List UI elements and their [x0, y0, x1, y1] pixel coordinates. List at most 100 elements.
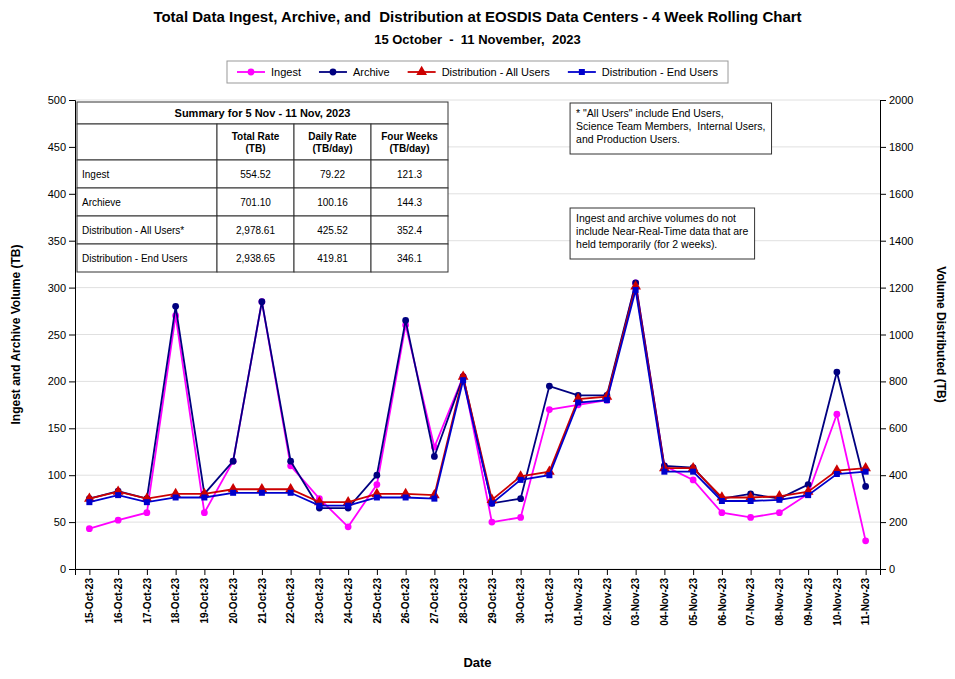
- y2-tick-label: 1000: [889, 329, 913, 341]
- x-tick-label: 25-Oct-23: [372, 578, 383, 624]
- x-tick-mark: [434, 569, 435, 575]
- grid: [75, 100, 880, 569]
- y-tick-mark: [69, 475, 75, 476]
- x-tick-mark: [521, 569, 522, 575]
- series-marker: [488, 519, 495, 526]
- series-marker: [374, 494, 380, 500]
- y2-tick-label: 800: [889, 375, 907, 387]
- grid-line: [75, 522, 880, 523]
- x-tick: 01-Nov-23: [573, 569, 584, 626]
- series-marker: [834, 471, 840, 477]
- table-value: 79.22: [320, 169, 345, 180]
- x-tick: 19-Oct-23: [199, 569, 210, 624]
- table-header-cell: [217, 124, 294, 160]
- series-marker: [115, 517, 122, 524]
- table-value: 100.16: [317, 197, 348, 208]
- x-tick: 30-Oct-23: [515, 569, 526, 624]
- annotation-box: [570, 103, 771, 154]
- y-axis-title: Ingest and Archive Volume (TB): [9, 244, 23, 424]
- series-marker: [258, 298, 265, 305]
- x-tick-label: 21-Oct-23: [257, 578, 268, 624]
- y-tick-mark: [69, 569, 75, 570]
- y2-axis: 0200400600800100012001400160018002000: [880, 94, 913, 575]
- x-tick-label: 08-Nov-23: [774, 578, 785, 626]
- x-tick-mark: [636, 569, 637, 575]
- series-marker: [719, 498, 725, 504]
- x-tick-mark: [607, 569, 608, 575]
- series-marker: [833, 369, 840, 376]
- table-value: 425.52: [317, 225, 348, 236]
- series-marker: [86, 525, 93, 532]
- y2-tick: 400: [880, 469, 907, 481]
- x-tick-label: 28-Oct-23: [458, 578, 469, 624]
- x-tick-label: 07-Nov-23: [745, 578, 756, 626]
- y-tick: 50: [54, 516, 75, 528]
- y-tick: 200: [48, 375, 75, 387]
- y2-tick: 2000: [880, 94, 913, 106]
- series-marker: [143, 509, 150, 516]
- x-tick-label: 23-Oct-23: [314, 578, 325, 624]
- x-tick-mark: [492, 569, 493, 575]
- series-marker: [403, 494, 409, 500]
- table-cell: [77, 244, 217, 272]
- table-cell: [77, 188, 217, 216]
- y-tick-mark: [69, 428, 75, 429]
- table-value: 2,978.61: [236, 225, 275, 236]
- y2-tick: 600: [880, 422, 907, 434]
- x-tick: 15-Oct-23: [84, 569, 95, 624]
- legend-label: Ingest: [271, 66, 301, 78]
- x-tick: 21-Oct-23: [257, 569, 268, 624]
- x-tick: 10-Nov-23: [832, 569, 843, 626]
- x-tick-label: 30-Oct-23: [515, 578, 526, 624]
- x-tick-mark: [406, 569, 407, 575]
- series-marker: [661, 469, 667, 475]
- table-title: Summary for 5 Nov - 11 Nov, 2023: [175, 107, 351, 119]
- y2-tick-label: 1400: [889, 235, 913, 247]
- x-tick: 03-Nov-23: [630, 569, 641, 626]
- y2-tick-label: 2000: [889, 94, 913, 106]
- series-marker: [230, 458, 237, 465]
- subtitle: 15 October - 11 November, 2023: [374, 32, 581, 47]
- y2-tick: 1000: [880, 329, 913, 341]
- y2-tick-mark: [880, 381, 886, 382]
- x-tick-label: 26-Oct-23: [400, 578, 411, 624]
- series-marker: [288, 490, 294, 496]
- table-cell: [77, 160, 217, 188]
- y2-tick: 1200: [880, 282, 913, 294]
- y-tick-mark: [69, 241, 75, 242]
- series-marker: [518, 477, 524, 483]
- y-tick-label: 500: [48, 94, 66, 106]
- x-tick: 07-Nov-23: [745, 569, 756, 626]
- x-tick-label: 01-Nov-23: [573, 578, 584, 626]
- y-tick-mark: [69, 100, 75, 101]
- series-marker: [316, 503, 322, 509]
- y-tick: 450: [48, 141, 75, 153]
- series-marker: [173, 494, 179, 500]
- x-tick-mark: [779, 569, 780, 575]
- y-axis-line: [69, 101, 76, 570]
- y-tick-label: 50: [54, 516, 66, 528]
- x-tick: 20-Oct-23: [228, 569, 239, 624]
- x-tick: 25-Oct-23: [372, 569, 383, 624]
- series-marker: [604, 397, 610, 403]
- y-tick-mark: [69, 147, 75, 148]
- table-header-cell: [371, 124, 448, 160]
- y2-tick: 1600: [880, 188, 913, 200]
- table-cell: [217, 216, 294, 244]
- table-row-label: Ingest: [82, 169, 109, 180]
- x-tick-label: 29-Oct-23: [487, 578, 498, 624]
- series-marker: [115, 492, 121, 498]
- y2-tick-label: 0: [889, 563, 895, 575]
- table-value: 352.4: [397, 225, 422, 236]
- legend-label: Distribution - All Users: [442, 66, 551, 78]
- series-marker: [201, 494, 207, 500]
- table-header-label: Four Weeks(TB/day): [381, 131, 438, 154]
- grid-line: [75, 381, 880, 382]
- series-marker: [690, 469, 696, 475]
- grid-line: [75, 475, 880, 476]
- legend-swatch-marker: [248, 69, 255, 76]
- y2-axis-title: Volume Distributed (TB): [934, 266, 948, 402]
- y-tick-label: 300: [48, 282, 66, 294]
- x-tick-mark: [549, 569, 550, 575]
- x-tick-label: 03-Nov-23: [630, 578, 641, 626]
